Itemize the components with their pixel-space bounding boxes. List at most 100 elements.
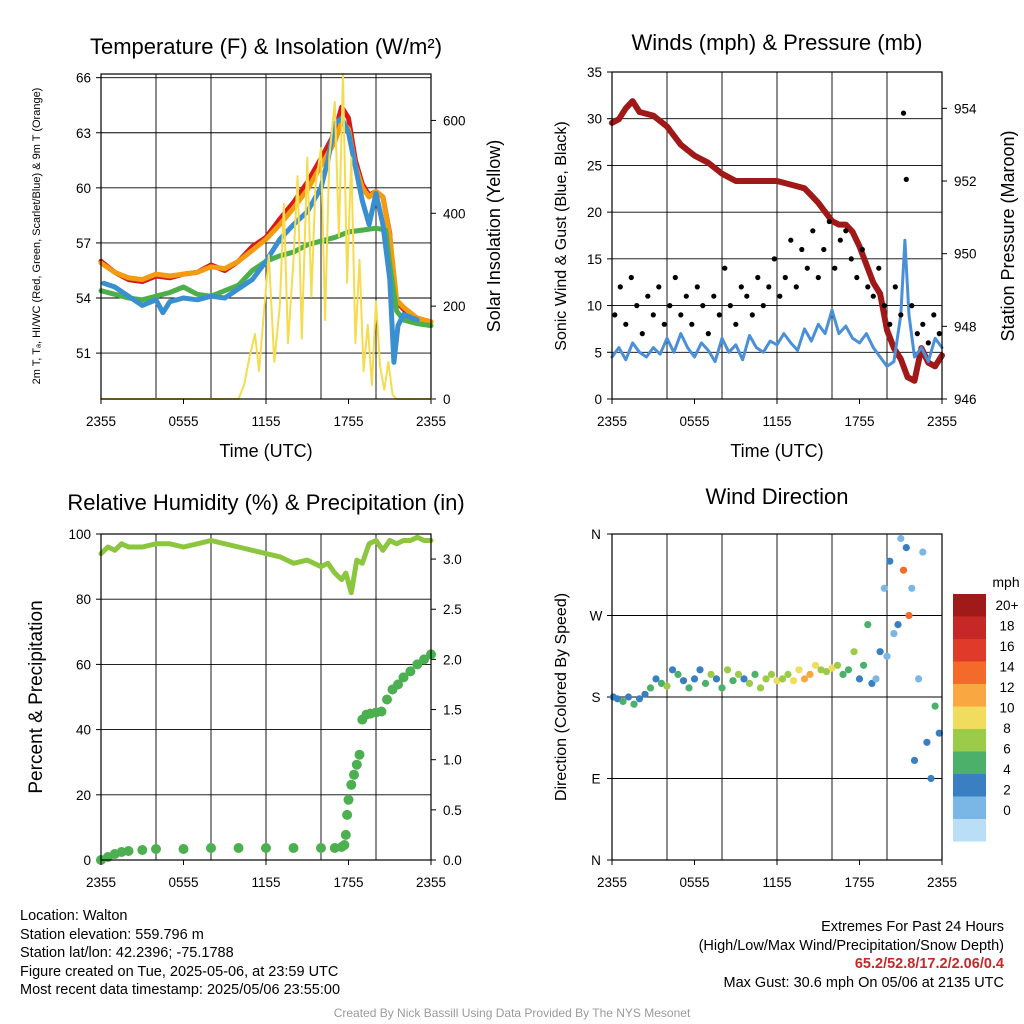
y-tick-label: 60 bbox=[76, 657, 91, 672]
data-point-gust bbox=[903, 176, 909, 182]
direction-point bbox=[789, 677, 798, 685]
direction-point bbox=[872, 675, 880, 683]
x-tick-label: 2355 bbox=[597, 414, 627, 429]
y2-tick-label: 0.5 bbox=[443, 803, 462, 818]
data-point-precipitation bbox=[123, 846, 134, 856]
data-point-gust bbox=[700, 303, 706, 309]
data-point-gust bbox=[793, 284, 799, 290]
data-point-precipitation bbox=[342, 809, 353, 820]
x-tick-label: 1755 bbox=[844, 875, 874, 890]
x-tick-label: 1155 bbox=[762, 414, 791, 429]
direction-point bbox=[624, 693, 633, 701]
direction-point bbox=[652, 675, 660, 683]
direction-point bbox=[756, 684, 765, 692]
data-point-gust bbox=[705, 331, 711, 337]
data-point-gust bbox=[804, 265, 810, 271]
data-point-gust bbox=[639, 331, 645, 337]
y-tick-label: N bbox=[591, 527, 601, 542]
data-point-precipitation bbox=[351, 759, 362, 770]
y2-tick-label: 2.5 bbox=[443, 602, 462, 617]
direction-point bbox=[806, 670, 814, 679]
direction-point bbox=[740, 675, 748, 683]
y2-tick-label: 954 bbox=[954, 101, 977, 116]
data-point-gust bbox=[843, 228, 849, 234]
direction-point bbox=[745, 679, 754, 688]
data-point-precipitation bbox=[349, 769, 359, 780]
direction-point bbox=[729, 677, 737, 685]
x-tick-label: 1755 bbox=[333, 875, 363, 890]
data-point-precipitation bbox=[261, 843, 271, 853]
data-point-gust bbox=[854, 274, 860, 281]
y-tick-label: 5 bbox=[594, 345, 602, 360]
y-tick-label: 30 bbox=[587, 112, 602, 127]
direction-point bbox=[883, 652, 891, 660]
data-point-gust bbox=[936, 331, 942, 337]
colorbar-label: 10 bbox=[999, 701, 1014, 716]
direction-point bbox=[839, 670, 847, 679]
data-point-gust bbox=[650, 312, 656, 318]
direction-point bbox=[800, 675, 809, 683]
y-tick-label: 25 bbox=[587, 158, 602, 173]
y-axis-label: Sonic Wind & Gust (Blue, Black) bbox=[553, 121, 570, 350]
colorbar-swatch bbox=[953, 684, 986, 707]
data-point-precipitation bbox=[376, 706, 387, 717]
colorbar-label: 6 bbox=[1003, 742, 1011, 757]
data-point-gust bbox=[887, 321, 893, 327]
x-tick-label: 2355 bbox=[927, 414, 957, 429]
data-point-gust bbox=[909, 303, 915, 309]
data-point-gust bbox=[672, 274, 678, 281]
direction-point bbox=[864, 621, 872, 629]
panel-temperature: 51 54 57 60 63 66 0 200 400 600 2355 0555 1155 1755 23… bbox=[31, 34, 504, 461]
direction-point bbox=[679, 677, 688, 685]
direction-point bbox=[712, 675, 721, 683]
chart-title: Wind Direction bbox=[705, 484, 848, 509]
data-point-gust bbox=[766, 284, 772, 290]
panel-winds: 0 5 10 15 20 25 30 35 946 948 950 952 954 2355 0555 115… bbox=[553, 30, 1018, 461]
series-line-9m-t bbox=[98, 119, 434, 325]
data-point-gust bbox=[683, 293, 689, 299]
extremes-info: Extremes For Past 24 Hours (High/Low/Max… bbox=[699, 918, 1004, 992]
colorbar-label: 18 bbox=[999, 619, 1014, 634]
direction-point bbox=[784, 670, 792, 679]
data-point-gust bbox=[870, 293, 876, 299]
x-tick-label: 0555 bbox=[679, 875, 709, 890]
direction-point bbox=[890, 630, 898, 638]
data-point-gust bbox=[826, 218, 832, 225]
direction-point bbox=[762, 675, 770, 683]
direction-point bbox=[850, 648, 858, 656]
colorbar-label: 20+ bbox=[996, 598, 1019, 613]
direction-point bbox=[886, 557, 894, 565]
data-point-gust bbox=[799, 246, 805, 253]
recent-data-text: Most recent data timestamp: 2025/05/06 2… bbox=[20, 982, 341, 998]
direction-point bbox=[927, 774, 935, 783]
data-point-gust bbox=[749, 312, 755, 318]
extremes-values: 65.2/52.8/17.2/2.06/0.4 bbox=[854, 956, 1004, 972]
y-tick-label: N bbox=[591, 853, 601, 868]
x-tick-label: 2355 bbox=[416, 875, 446, 890]
x-tick-label: 2355 bbox=[86, 414, 116, 429]
direction-point bbox=[908, 584, 916, 592]
data-point-gust bbox=[733, 321, 739, 327]
y-tick-label: 35 bbox=[587, 65, 602, 80]
direction-point bbox=[734, 670, 743, 679]
colorbar-swatch bbox=[953, 729, 986, 752]
data-point-gust bbox=[771, 256, 777, 262]
direction-point bbox=[919, 548, 927, 556]
data-point-gust bbox=[667, 303, 673, 309]
colorbar-label: 8 bbox=[1003, 721, 1011, 736]
data-point-gust bbox=[777, 293, 783, 299]
y-axis-label: 2m T, Tₐ, HI/WC (Red, Green, Scarlet/Blu… bbox=[31, 88, 43, 385]
y2-tick-label: 948 bbox=[954, 319, 977, 334]
y-axis-label: Percent & Precipitation bbox=[26, 600, 47, 793]
y2-tick-label: 946 bbox=[954, 392, 977, 407]
direction-point bbox=[855, 675, 864, 683]
data-point-precipitation bbox=[393, 679, 403, 690]
data-point-gust bbox=[678, 312, 684, 318]
data-point-precipitation bbox=[233, 843, 244, 853]
y2-tick-label: 200 bbox=[443, 299, 466, 314]
data-point-gust bbox=[656, 284, 662, 290]
direction-point bbox=[860, 661, 868, 669]
y2-tick-label: 400 bbox=[443, 206, 466, 221]
data-point-gust bbox=[738, 284, 744, 290]
